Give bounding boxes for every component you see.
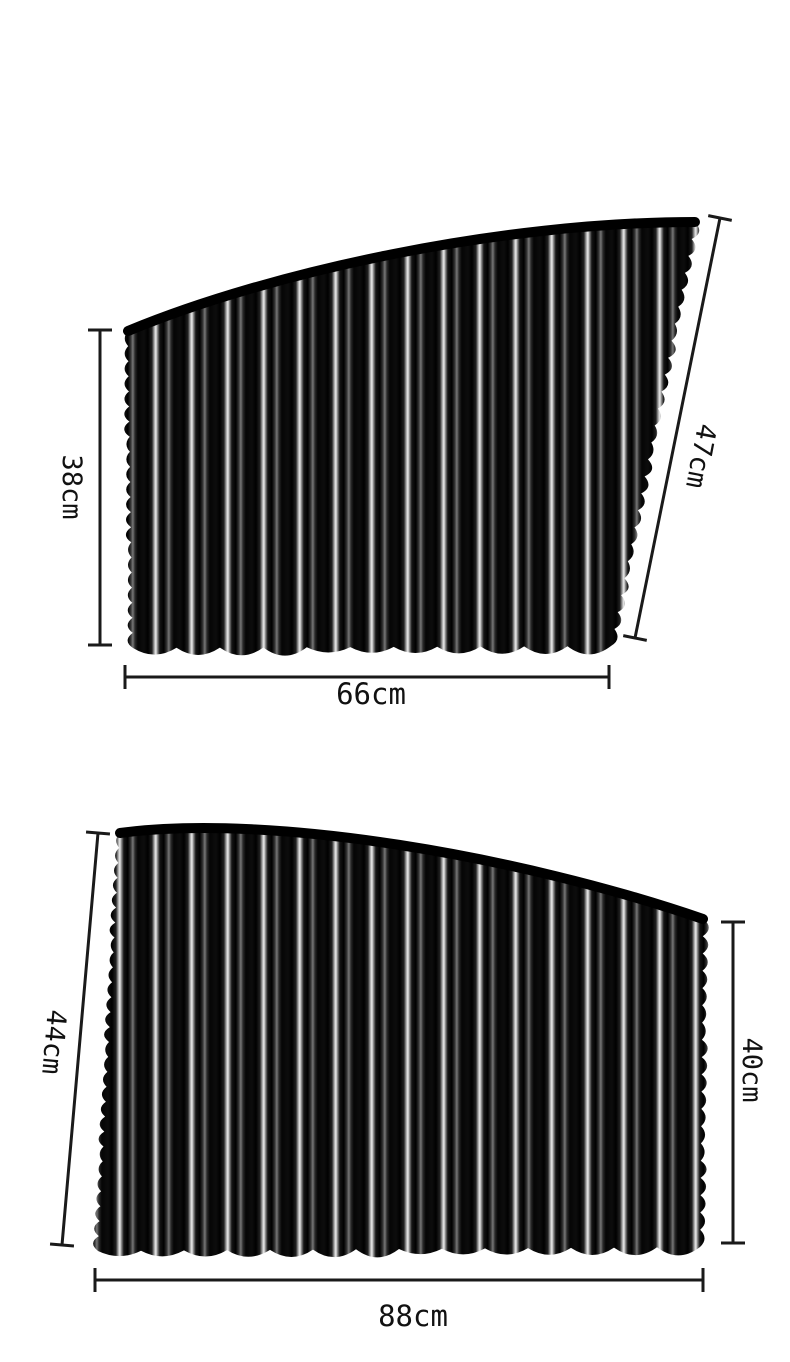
top-curtain-image-top-hem [123,217,700,336]
dimension-line-38cm [88,328,112,647]
dimension-line-44cm [49,830,111,1248]
top-curtain-left-height-label: 38cm [56,454,88,520]
dimension-line-40cm [721,920,745,1245]
dimension-line-47cm [622,214,733,642]
bottom-curtain-image [93,828,709,1258]
bottom-curtain-bottom-width-label: 88cm [378,1299,448,1333]
top-curtain-image [124,222,700,656]
top-curtain-bottom-width-label: 66cm [336,677,406,711]
bottom-curtain-right-height-label: 40cm [736,1037,768,1103]
dimension-line-88cm [93,1268,705,1292]
bottom-curtain-image-top-hem [115,823,708,924]
dimension-line-66cm [123,665,611,689]
